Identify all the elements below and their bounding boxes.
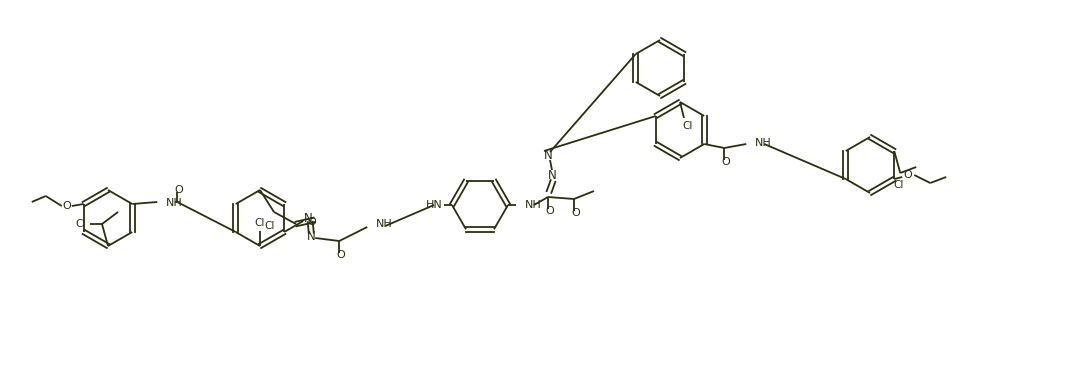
Text: NH: NH bbox=[755, 138, 771, 148]
Text: O: O bbox=[337, 250, 345, 260]
Text: O: O bbox=[546, 206, 555, 216]
Text: HN: HN bbox=[426, 200, 443, 210]
Text: NH: NH bbox=[166, 198, 183, 208]
Text: Cl: Cl bbox=[264, 221, 275, 231]
Text: N: N bbox=[544, 148, 552, 161]
Text: O: O bbox=[63, 201, 71, 211]
Text: N: N bbox=[548, 168, 557, 181]
Text: NH: NH bbox=[525, 200, 542, 210]
Text: NH: NH bbox=[377, 219, 393, 229]
Text: Cl: Cl bbox=[683, 121, 693, 131]
Text: N: N bbox=[306, 230, 316, 243]
Text: Cl: Cl bbox=[893, 180, 903, 190]
Text: N: N bbox=[304, 211, 313, 224]
Text: O: O bbox=[722, 157, 730, 167]
Text: Cl: Cl bbox=[255, 218, 265, 228]
Text: Cl: Cl bbox=[76, 219, 86, 229]
Text: O: O bbox=[308, 217, 316, 227]
Text: O: O bbox=[572, 208, 581, 218]
Text: O: O bbox=[175, 185, 183, 195]
Text: O: O bbox=[904, 170, 913, 180]
